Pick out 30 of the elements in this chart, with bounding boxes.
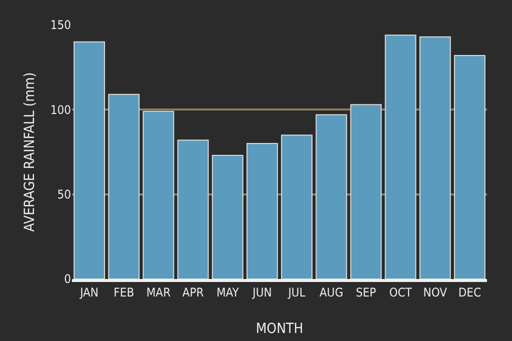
x-tick-label: JUN [252,285,272,300]
x-tick-label: AUG [320,285,344,300]
x-tick-label: DEC [458,285,482,300]
x-tick-label: OCT [389,285,412,300]
x-tick-label: MAY [216,285,240,300]
x-tick-label: JUL [287,285,306,300]
x-tick-label: SEP [356,285,377,300]
x-axis-title: MONTH [256,321,304,337]
y-tick-label: 150 [50,18,72,32]
x-tick-label: JAN [79,285,99,300]
x-tick-label: APR [182,285,204,300]
bar [212,154,244,279]
bar [246,143,278,279]
x-tick-label: MAR [146,285,172,300]
y-axis-title: AVERAGE RAINFALL (mm) [22,72,38,232]
bar [281,134,313,279]
bar [454,54,486,279]
bar [350,104,382,279]
bar [316,114,348,279]
bar [108,94,140,279]
x-tick-label: NOV [423,285,448,300]
x-tick-label: FEB [114,285,134,300]
bar [384,34,416,279]
y-tick-label: 0 [64,272,72,286]
bar [177,140,209,279]
y-tick-label: 100 [50,102,72,117]
bar [74,41,106,279]
bar [419,36,451,279]
y-tick-label: 50 [57,188,72,202]
bar [142,110,174,279]
